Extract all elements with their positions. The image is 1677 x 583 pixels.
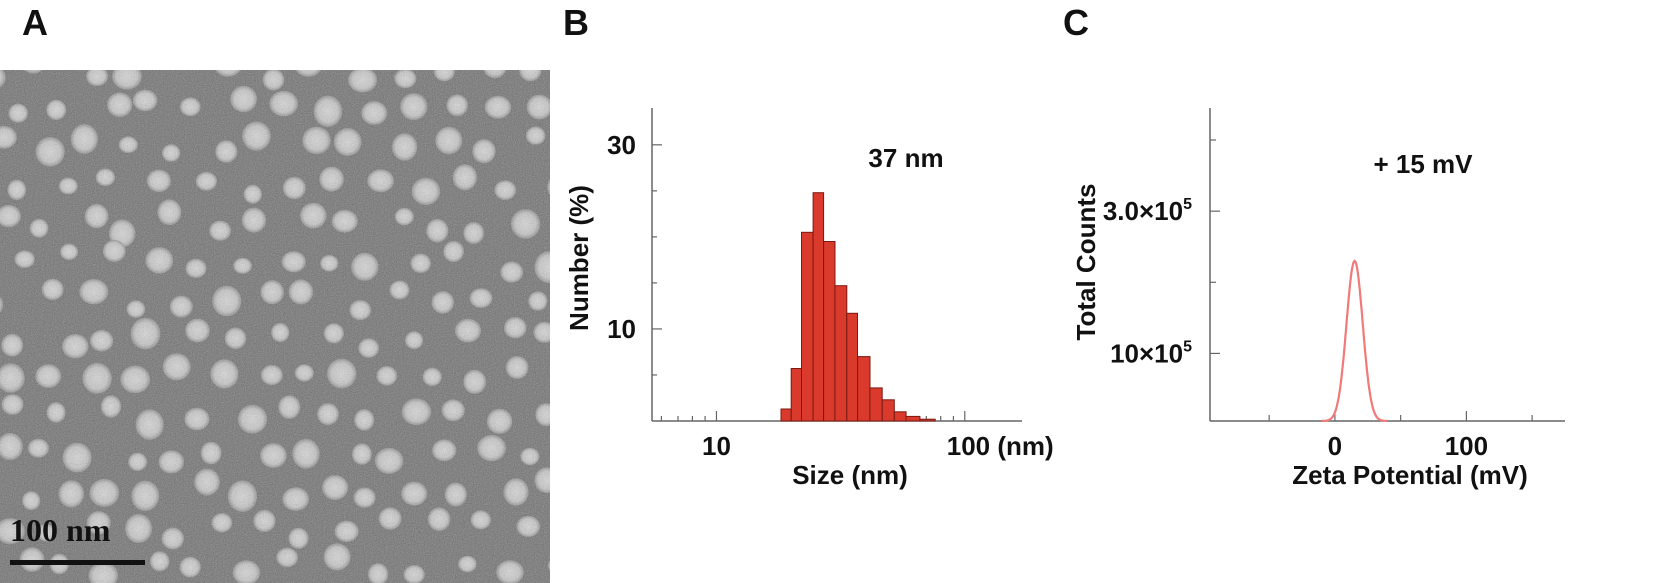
b-bars [780,192,936,422]
histogram-bar [834,285,848,422]
b-x-tick-label: 100 (nm) [947,431,1054,461]
c-y-tick-label: 10×105 [1110,338,1192,368]
b-x-axis-title: Size (nm) [792,460,908,490]
b-peak-annotation: 37 nm [868,143,943,173]
b-y-tick-label: 10 [607,314,636,344]
b-labels: 30 10 10 100 (nm) Size (nm) Number (%) 37 nm [564,130,1054,490]
histogram-bar [780,408,792,422]
panel-letter-c: C [1063,2,1089,43]
histogram-bar [893,411,907,422]
histogram-bar [790,368,802,422]
c-x-tick-label: 0 [1328,431,1342,461]
panel-letter-a: A [22,2,48,43]
zeta-peak-line [1321,259,1388,423]
histogram-bar [812,192,825,422]
c-x-tick-label: 100 [1445,431,1488,461]
histogram-bar [869,387,883,422]
histogram-bar [905,415,921,422]
c-curve [1321,259,1388,423]
c-labels: 0 100 3.0×105 10×105 Zeta Potential (mV) Tota… [1071,149,1528,490]
histogram-bar [857,356,871,422]
histogram-bar [823,241,836,422]
c-y-axis-title: Total Counts [1071,184,1101,341]
scale-bar [10,560,145,565]
size-distribution-chart: 30 10 10 100 (nm) Size (nm) Number (%) 37 nm [564,108,1054,490]
c-x-axis-title: Zeta Potential (mV) [1292,460,1527,490]
histogram-bar [919,418,936,422]
scale-bar-label: 100 nm [10,512,111,548]
tem-micrograph [0,70,550,583]
histogram-bar [801,231,814,422]
b-x-tick-label: 10 [702,431,731,461]
histogram-bar [846,312,858,422]
histogram-bar [881,399,895,422]
b-y-axis-title: Number (%) [564,185,594,331]
c-y-tick-label: 3.0×105 [1103,196,1192,226]
zeta-potential-chart: 0 100 3.0×105 10×105 Zeta Potential (mV) Tota… [1071,108,1565,490]
panel-letter-b: B [563,2,589,43]
c-peak-annotation: + 15 mV [1373,149,1473,179]
b-y-tick-label: 30 [607,130,636,160]
